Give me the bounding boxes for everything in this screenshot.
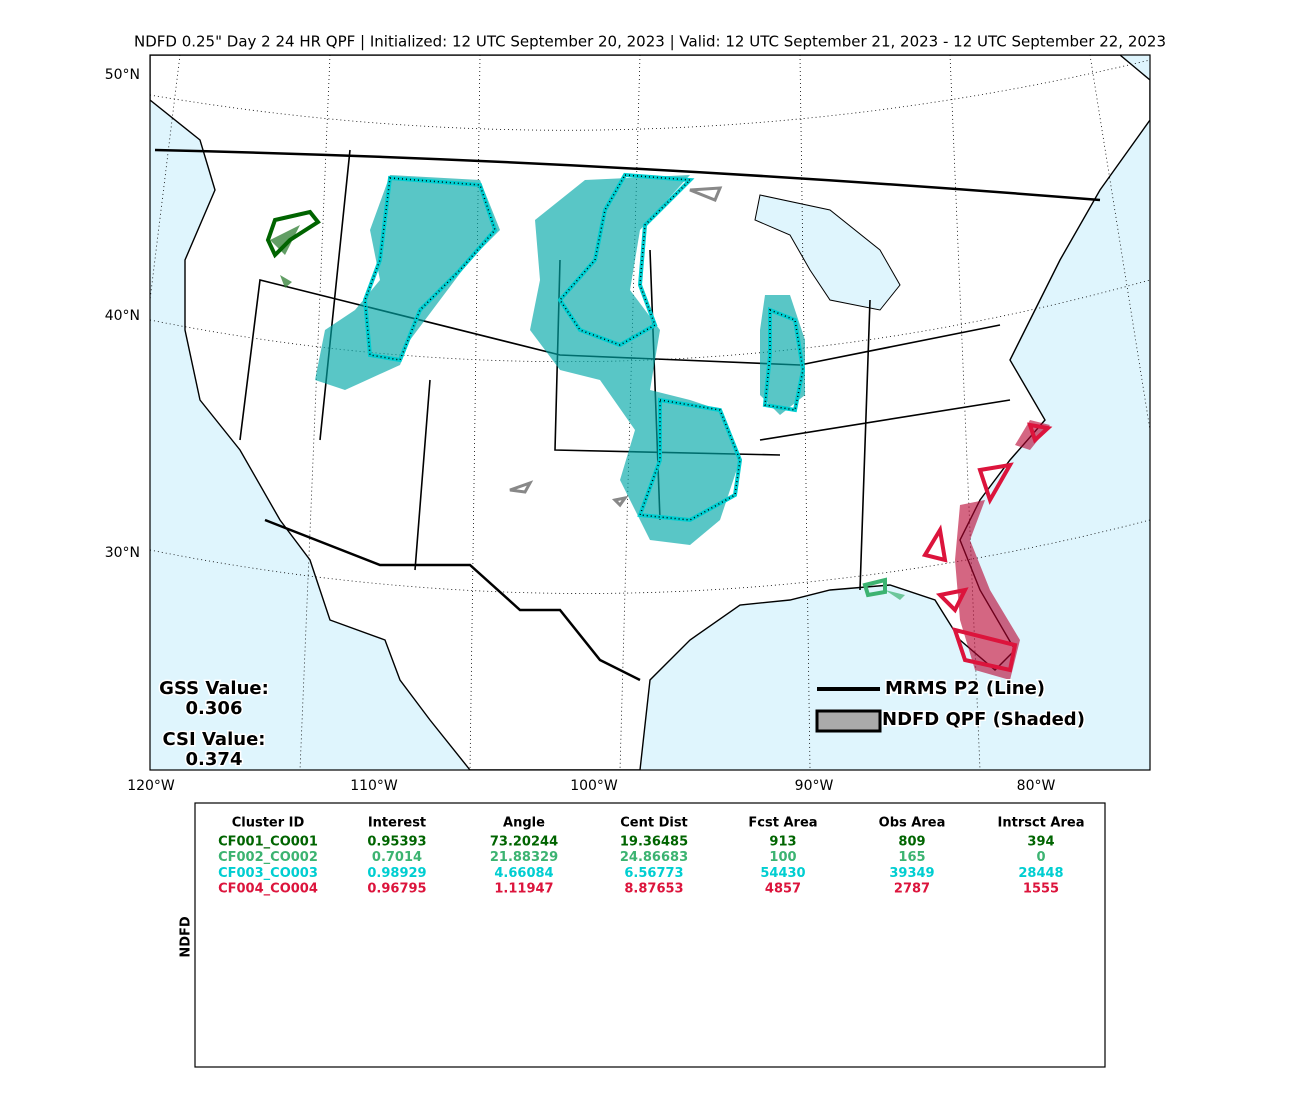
legend-patch — [815, 709, 882, 733]
state-lines — [239, 279, 1001, 441]
table-cell: 0 — [1036, 850, 1045, 865]
state-lines — [319, 149, 1011, 591]
table-header: Angle — [503, 816, 545, 831]
gss-label: GSS Value: — [159, 678, 269, 699]
csi-label: CSI Value: — [163, 729, 266, 750]
table-cell: 0.7014 — [372, 850, 422, 865]
table-cell: 24.86683 — [620, 850, 688, 865]
lon-label: 90°W — [795, 778, 834, 794]
gss-value: 0.306 — [186, 698, 243, 719]
border-mexico — [264, 518, 641, 682]
table-cell: 394 — [1027, 835, 1054, 850]
table-cell: 54430 — [760, 866, 805, 881]
table-cell: 73.20244 — [490, 835, 558, 850]
table-side-label: NDFD — [179, 916, 194, 958]
lat-label: 30°N — [105, 545, 140, 561]
border-canada — [154, 148, 1101, 202]
table-header: Interest — [368, 816, 426, 831]
csi-value: 0.374 — [186, 749, 243, 770]
lon-label: 80°W — [1017, 778, 1056, 794]
table-cell: 165 — [898, 850, 925, 865]
table-cell: 1555 — [1023, 882, 1059, 897]
map — [150, 55, 1150, 770]
table-cell: CF002_CO002 — [218, 850, 318, 865]
table-cell: 809 — [898, 835, 925, 850]
table-header: Fcst Area — [748, 816, 817, 831]
table-cell: CF003_CO003 — [218, 866, 318, 881]
table-cell: CF004_CO004 — [218, 882, 318, 897]
great-lakes — [754, 194, 901, 311]
table-cell: 0.95393 — [367, 835, 426, 850]
table-cell: 21.88329 — [490, 850, 558, 865]
mrms-only — [509, 186, 723, 508]
cluster-3 — [315, 172, 806, 545]
lat-label: 40°N — [105, 308, 140, 324]
table-cell: 8.87653 — [624, 882, 683, 897]
title: NDFD 0.25" Day 2 24 HR QPF | Initialized… — [134, 33, 1166, 51]
cluster-2 — [862, 577, 905, 600]
lon-label: 100°W — [570, 778, 618, 794]
graticule — [150, 59, 1150, 594]
table-cell: 100 — [769, 850, 796, 865]
table-header: Obs Area — [879, 816, 946, 831]
table-header: Cluster ID — [232, 816, 305, 831]
table-header: Intrsct Area — [998, 816, 1085, 831]
lat-label: 50°N — [105, 67, 140, 83]
table-cell: 0.98929 — [367, 866, 426, 881]
cluster-1 — [265, 209, 321, 288]
table-cell: 4857 — [765, 882, 801, 897]
table-cell: 913 — [769, 835, 796, 850]
table-cell: 4.66084 — [494, 866, 553, 881]
table-cell: 2787 — [894, 882, 930, 897]
lon-label: 120°W — [127, 778, 175, 794]
table-cell: 39349 — [889, 866, 934, 881]
table-header: Cent Dist — [620, 816, 688, 831]
table-frame — [194, 802, 1106, 1068]
map-frame — [149, 54, 1151, 771]
table-cell: 19.36485 — [620, 835, 688, 850]
table-cell: 6.56773 — [624, 866, 683, 881]
table-cell: 0.96795 — [367, 882, 426, 897]
legend-label: MRMS P2 (Line) — [885, 678, 1045, 699]
table-cell: 28448 — [1018, 866, 1063, 881]
lon-label: 110°W — [350, 778, 398, 794]
legend-label: NDFD QPF (Shaded) — [882, 709, 1085, 730]
table-cell: 1.11947 — [494, 882, 553, 897]
table-cell: CF001_CO001 — [218, 835, 318, 850]
cluster-4 — [921, 420, 1053, 680]
